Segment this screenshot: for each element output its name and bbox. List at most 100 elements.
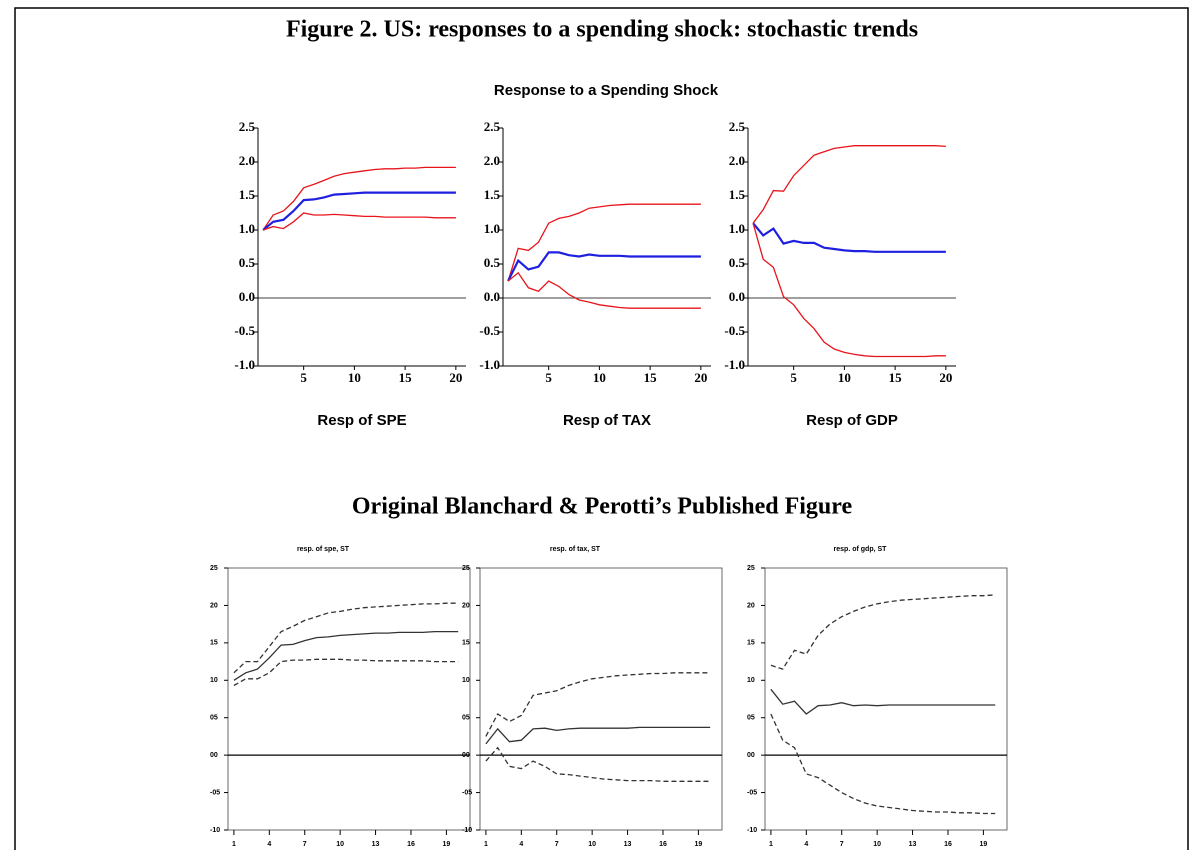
x-tick-label: 4 [267, 841, 271, 848]
x-tick-label: 10 [588, 841, 596, 848]
series-line [233, 602, 459, 674]
plot-frame [227, 567, 471, 831]
x-tick-label: 20 [939, 370, 952, 385]
y-tick-label: 2.5 [729, 119, 746, 134]
x-tick-label: 16 [944, 841, 952, 848]
x-tick-label: 5 [300, 370, 307, 385]
y-tick-label: 20 [210, 602, 218, 609]
x-tick-label: 1 [769, 841, 773, 848]
x-tick-label: 7 [840, 841, 844, 848]
x-tick-label: 20 [449, 370, 462, 385]
y-tick-label: 05 [210, 715, 218, 722]
x-tick-label: 5 [545, 370, 552, 385]
y-tick-label: 20 [747, 602, 755, 609]
series-line [507, 251, 701, 282]
chart-title: Resp of TAX [563, 412, 651, 429]
y-tick-label: 05 [462, 715, 470, 722]
y-tick-label: 25 [462, 565, 470, 572]
chart-title: Resp of GDP [806, 412, 898, 429]
x-tick-label: 19 [442, 841, 450, 848]
x-tick-label: 7 [555, 841, 559, 848]
y-tick-label: 0.5 [239, 255, 256, 270]
y-tick-label: -1.0 [724, 357, 745, 372]
group-title: Response to a Spending Shock [494, 82, 719, 99]
y-tick-label: -0.5 [234, 323, 255, 338]
x-tick-label: 4 [519, 841, 523, 848]
y-tick-label: 20 [462, 602, 470, 609]
chart-title: resp. of spe, ST [297, 546, 350, 553]
y-tick-label: 1.5 [729, 187, 746, 202]
x-tick-label: 19 [979, 841, 987, 848]
y-tick-label: 1.0 [239, 221, 255, 236]
x-tick-label: 1 [484, 841, 488, 848]
y-tick-label: 25 [210, 565, 218, 572]
y-tick-label: -05 [747, 789, 757, 796]
y-tick-label: 00 [210, 752, 218, 759]
chart-title: resp. of tax, ST [550, 546, 601, 553]
x-tick-label: 13 [624, 841, 632, 848]
y-tick-label: 00 [747, 752, 755, 759]
y-tick-label: -10 [747, 827, 757, 834]
x-tick-label: 16 [407, 841, 415, 848]
x-tick-label: 10 [838, 370, 851, 385]
series-line [507, 203, 701, 282]
x-tick-label: 16 [659, 841, 667, 848]
y-tick-label: 0.5 [484, 255, 501, 270]
y-tick-label: 05 [747, 715, 755, 722]
y-tick-label: 10 [210, 677, 218, 684]
series-line [262, 166, 456, 231]
series-line [752, 145, 946, 224]
series-line [485, 726, 711, 745]
series-line [262, 212, 456, 231]
y-tick-label: 0.0 [484, 289, 500, 304]
y-tick-label: -10 [462, 827, 472, 834]
x-tick-label: 13 [372, 841, 380, 848]
axis [747, 128, 956, 367]
series-line [233, 658, 459, 687]
x-tick-label: 20 [694, 370, 707, 385]
x-tick-label: 10 [348, 370, 361, 385]
y-tick-label: -05 [462, 789, 472, 796]
y-tick-label: -1.0 [479, 357, 500, 372]
chart-title: Resp of SPE [317, 412, 406, 429]
y-tick-label: 2.5 [484, 119, 501, 134]
chart-title: resp. of gdp, ST [834, 546, 888, 553]
y-tick-label: -10 [210, 827, 220, 834]
series-line [262, 191, 456, 231]
figure-title: Figure 2. US: responses to a spending sh… [286, 17, 918, 43]
x-tick-label: 15 [399, 370, 413, 385]
y-tick-label: 10 [747, 677, 755, 684]
x-tick-label: 1 [232, 841, 236, 848]
series-line [770, 713, 996, 815]
y-tick-label: -0.5 [479, 323, 500, 338]
y-tick-label: 2.0 [239, 153, 255, 168]
y-tick-label: 25 [747, 565, 755, 572]
frame [14, 7, 1189, 850]
y-tick-label: 2.0 [729, 153, 745, 168]
x-tick-label: 15 [644, 370, 658, 385]
x-tick-label: 10 [336, 841, 344, 848]
series-line [485, 746, 711, 782]
x-tick-label: 10 [593, 370, 606, 385]
series-line [485, 672, 711, 737]
x-tick-label: 5 [790, 370, 797, 385]
series-line [770, 594, 996, 670]
axis [502, 128, 711, 367]
y-tick-label: 0.0 [729, 289, 745, 304]
y-tick-label: 1.0 [484, 221, 500, 236]
y-tick-label: 1.5 [239, 187, 256, 202]
y-tick-label: -0.5 [724, 323, 745, 338]
x-tick-label: 13 [909, 841, 917, 848]
y-tick-label: 0.5 [729, 255, 746, 270]
series-line [770, 688, 996, 715]
section-title: Original Blanchard & Perotti’s Published… [352, 494, 853, 520]
series-line [507, 271, 701, 309]
x-tick-label: 15 [889, 370, 903, 385]
y-tick-label: 2.5 [239, 119, 256, 134]
y-tick-label: 00 [462, 752, 470, 759]
y-tick-label: 10 [462, 677, 470, 684]
y-tick-label: -1.0 [234, 357, 255, 372]
y-tick-label: 1.0 [729, 221, 745, 236]
